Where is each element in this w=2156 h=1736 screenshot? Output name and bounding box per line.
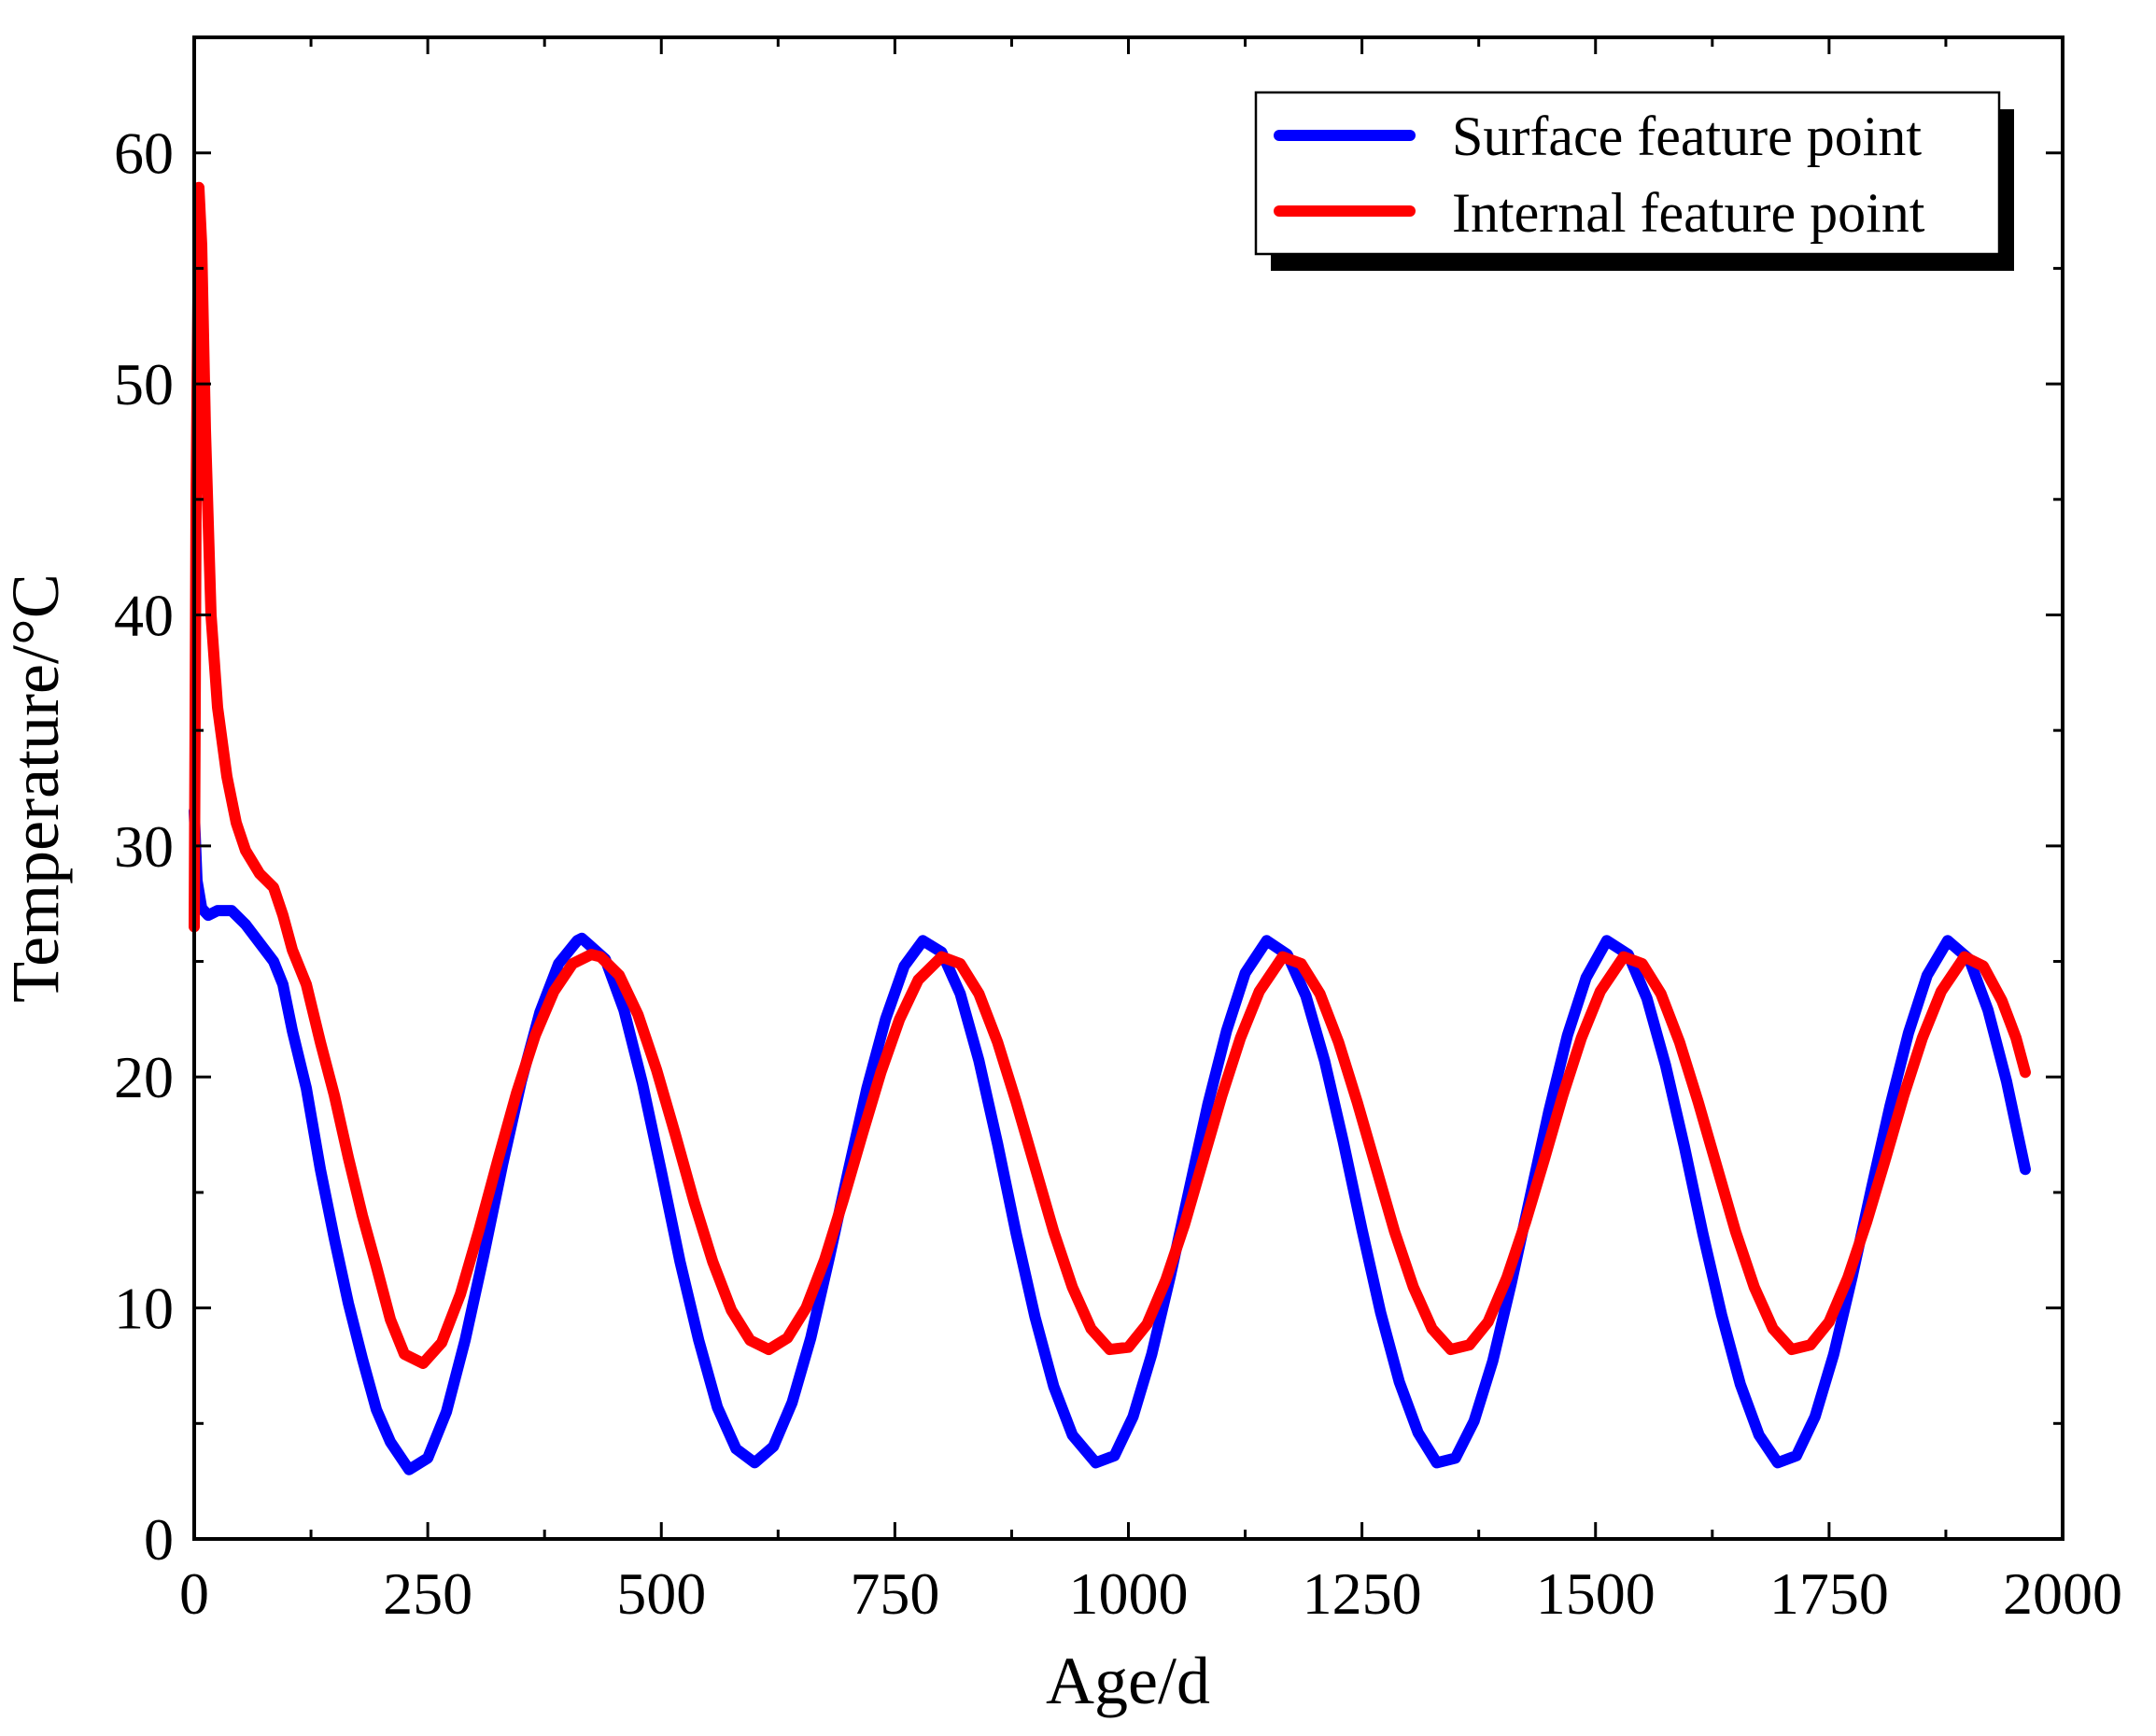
- legend: Surface feature point Internal feature p…: [1254, 91, 2014, 271]
- x-tick-label: 0: [179, 1560, 209, 1627]
- legend-label-internal: Internal feature point: [1452, 182, 1925, 244]
- series-line-internal: [189, 181, 2031, 1369]
- y-tick-label: 60: [114, 120, 174, 187]
- x-tick-label: 1750: [1769, 1560, 1889, 1627]
- x-axis-title: Age/d: [1046, 1644, 1210, 1718]
- y-tick-label: 50: [114, 351, 174, 417]
- x-tick-label: 1250: [1303, 1560, 1422, 1627]
- y-tick-label: 20: [114, 1044, 174, 1110]
- x-tick-label: 500: [616, 1560, 706, 1627]
- x-tick-label: 2000: [2003, 1560, 2122, 1627]
- legend-box: [1254, 91, 2001, 256]
- series-line-surface: [189, 805, 2031, 1475]
- y-axis-title: Temperature/°C: [0, 573, 73, 1003]
- y-tick-label: 10: [114, 1276, 174, 1342]
- legend-label-surface: Surface feature point: [1452, 106, 1922, 167]
- x-tick-label: 1000: [1069, 1560, 1189, 1627]
- axes-layer: 0 250 500 750 1000 1250 1500 1750 2000 0 10 20 30 40 5…: [114, 35, 2122, 1627]
- series-layer: [189, 181, 2031, 1475]
- y-tick-label: 0: [144, 1506, 174, 1573]
- y-tick-label: 30: [114, 813, 174, 880]
- x-tick-label: 750: [850, 1560, 939, 1627]
- y-tick-label: 40: [114, 582, 174, 648]
- x-tick-label: 1500: [1536, 1560, 1656, 1627]
- x-tick-label: 250: [383, 1560, 472, 1627]
